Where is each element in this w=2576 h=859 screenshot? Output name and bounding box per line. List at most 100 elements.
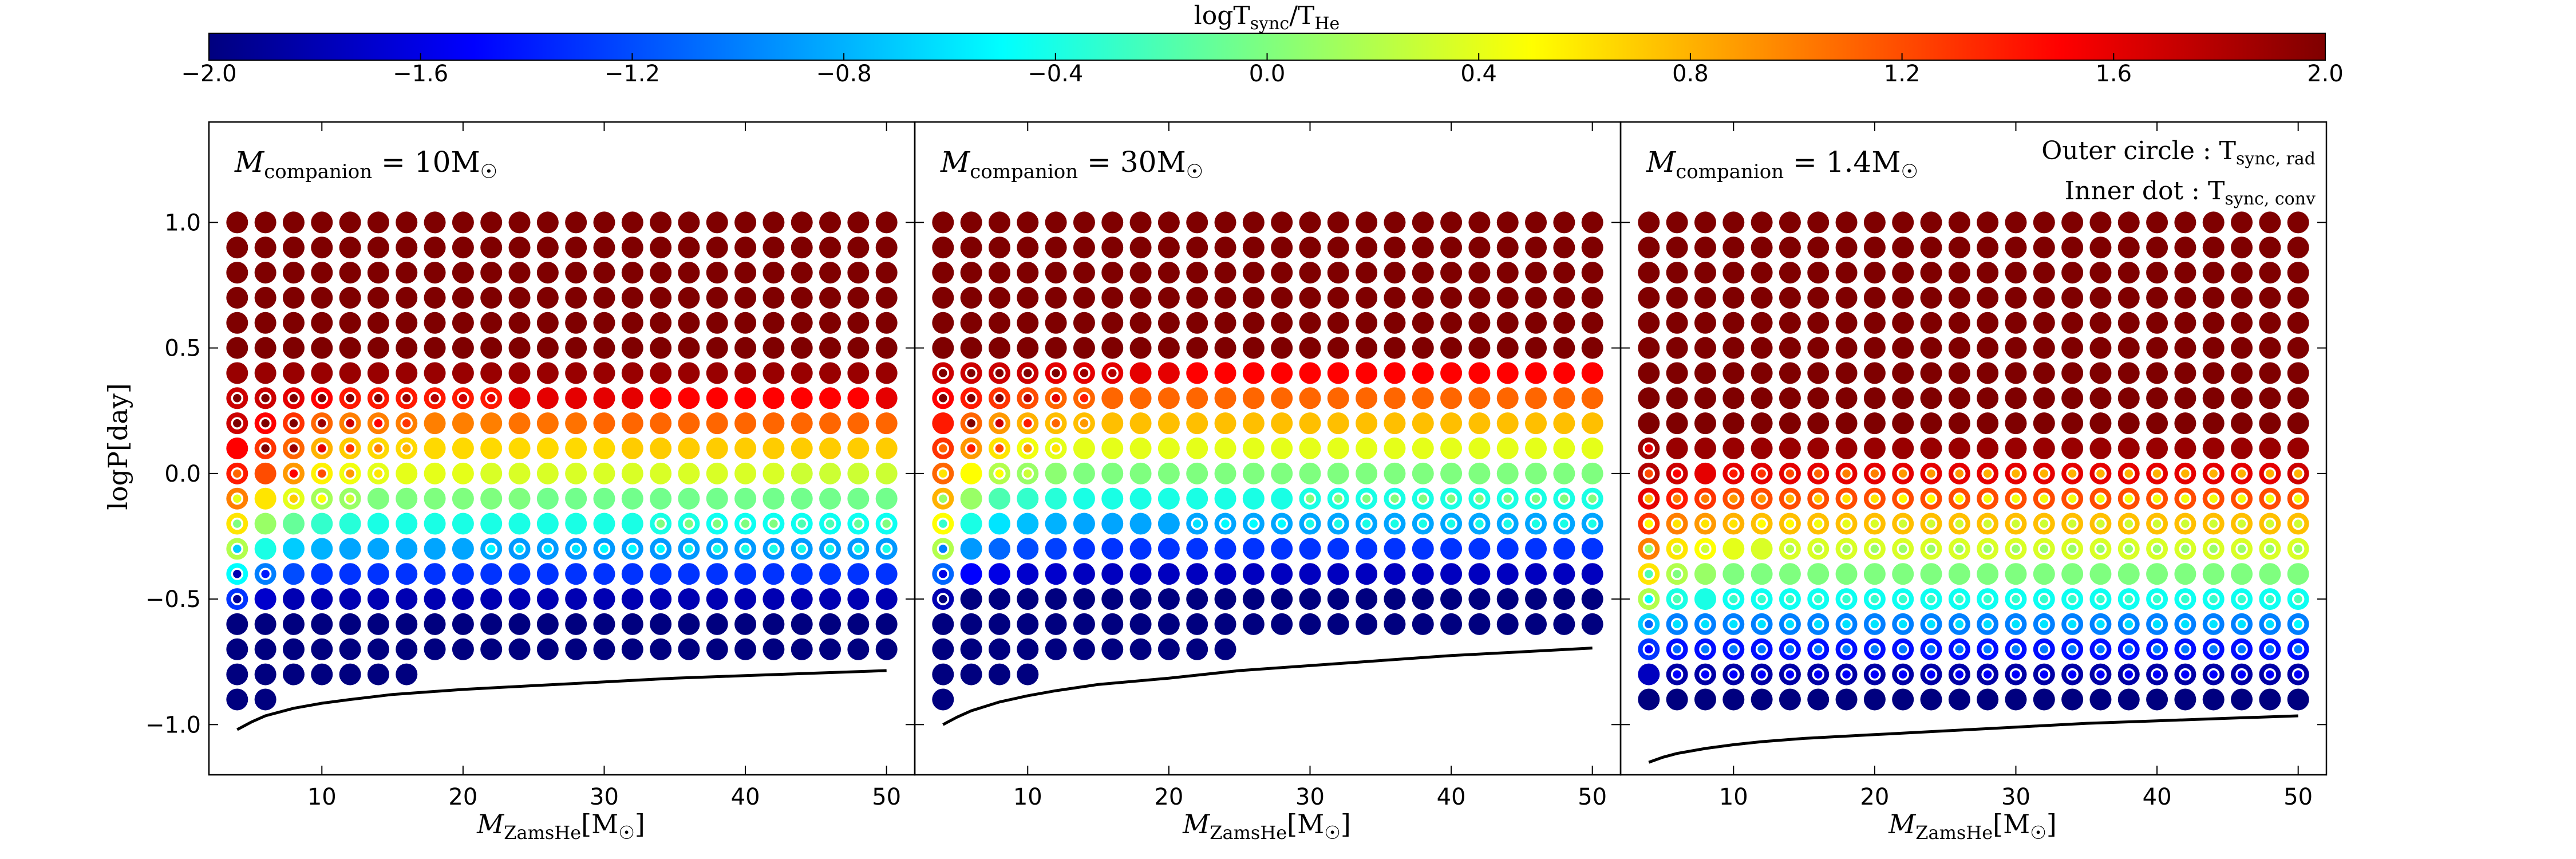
outer-circle [1157, 613, 1180, 635]
outer-circle [1129, 337, 1152, 359]
outer-circle [452, 312, 474, 334]
outer-circle [1271, 237, 1293, 259]
outer-circle [1157, 513, 1180, 535]
inner-dot [1642, 593, 1656, 605]
outer-circle [1892, 362, 1914, 384]
outer-circle [2117, 286, 2140, 309]
outer-circle [2061, 438, 2084, 459]
outer-circle [960, 211, 982, 234]
outer-circle [1214, 237, 1236, 259]
outer-circle [734, 638, 757, 660]
outer-circle [1045, 588, 1067, 610]
outer-circle [2259, 362, 2281, 384]
outer-circle [1157, 563, 1180, 585]
outer-circle [2174, 387, 2196, 409]
outer-circle [1440, 563, 1463, 585]
outer-circle [650, 337, 672, 359]
outer-circle [480, 237, 503, 259]
outer-circle [1045, 462, 1067, 484]
outer-circle [1779, 337, 1801, 359]
inner-dot [937, 568, 950, 580]
inner-dot [852, 542, 865, 555]
inner-dot [1303, 492, 1317, 505]
outer-circle [1242, 487, 1265, 510]
inner-dot [1642, 542, 1656, 555]
outer-circle [1129, 563, 1152, 585]
outer-circle [2146, 237, 2168, 259]
outer-circle [2174, 312, 2196, 334]
inner-dot [1727, 517, 1740, 530]
outer-circle [1157, 438, 1180, 459]
outer-circle [1948, 438, 1970, 459]
inner-dot [315, 392, 329, 405]
outer-circle [480, 638, 503, 660]
outer-circle [1835, 337, 1858, 359]
outer-circle [875, 362, 898, 384]
outer-circle [2005, 438, 2027, 459]
outer-circle [2061, 387, 2084, 409]
outer-circle [1553, 563, 1575, 585]
inner-dot [1981, 618, 1994, 631]
outer-circle [1807, 563, 1830, 585]
outer-circle [621, 211, 643, 234]
outer-circle [1384, 211, 1406, 234]
inner-dot [1642, 643, 1656, 656]
outer-circle [1977, 387, 1999, 409]
outer-circle [1694, 563, 1716, 585]
outer-circle [1553, 387, 1575, 409]
outer-circle [452, 588, 474, 610]
outer-circle [1638, 688, 1660, 711]
outer-circle [791, 387, 813, 409]
outer-circle [1271, 362, 1293, 384]
outer-circle [706, 412, 728, 435]
panel-30-x-label: MZamsHe[M☉] [1182, 809, 1351, 844]
outer-circle [650, 462, 672, 484]
inner-dot [2123, 668, 2135, 681]
outer-circle [396, 613, 418, 635]
outer-circle [396, 362, 418, 384]
outer-circle [1157, 262, 1180, 284]
outer-circle [1468, 387, 1491, 409]
inner-dot [1586, 517, 1599, 530]
inner-dot [2123, 517, 2135, 530]
outer-circle [1129, 588, 1152, 610]
inner-dot [1812, 517, 1824, 530]
outer-circle [1101, 538, 1124, 560]
inner-dot [2009, 492, 2022, 505]
outer-circle [1299, 438, 1321, 459]
outer-circle [593, 362, 615, 384]
outer-circle [1073, 237, 1095, 259]
outer-circle [1045, 211, 1067, 234]
outer-circle [1553, 237, 1575, 259]
outer-circle [2146, 337, 2168, 359]
outer-circle [2231, 312, 2253, 334]
outer-circle [508, 513, 531, 535]
outer-circle [2061, 237, 2084, 259]
inner-dot [259, 417, 272, 430]
outer-circle [1242, 286, 1265, 309]
outer-circle [1157, 312, 1180, 334]
inner-dot [2291, 643, 2305, 656]
outer-circle [734, 412, 757, 435]
panel-30-markers [932, 211, 1603, 711]
inner-dot [1812, 668, 1824, 681]
inner-dot [315, 417, 329, 430]
outer-circle [1017, 286, 1039, 309]
inner-dot [1642, 517, 1656, 530]
inner-dot [1670, 618, 1684, 631]
outer-circle [678, 638, 700, 660]
outer-circle [734, 237, 757, 259]
outer-circle [1214, 613, 1236, 635]
outer-circle [282, 262, 305, 284]
outer-circle [2259, 563, 2281, 585]
outer-circle [621, 312, 643, 334]
outer-circle [2287, 211, 2309, 234]
inner-dot [795, 542, 808, 555]
inner-dot [2235, 467, 2248, 480]
outer-circle [1807, 211, 1830, 234]
x-tick-label: 20 [448, 784, 477, 810]
outer-circle [2287, 362, 2309, 384]
outer-circle [1242, 362, 1265, 384]
inner-dot [1755, 643, 1768, 656]
outer-circle [565, 211, 587, 234]
